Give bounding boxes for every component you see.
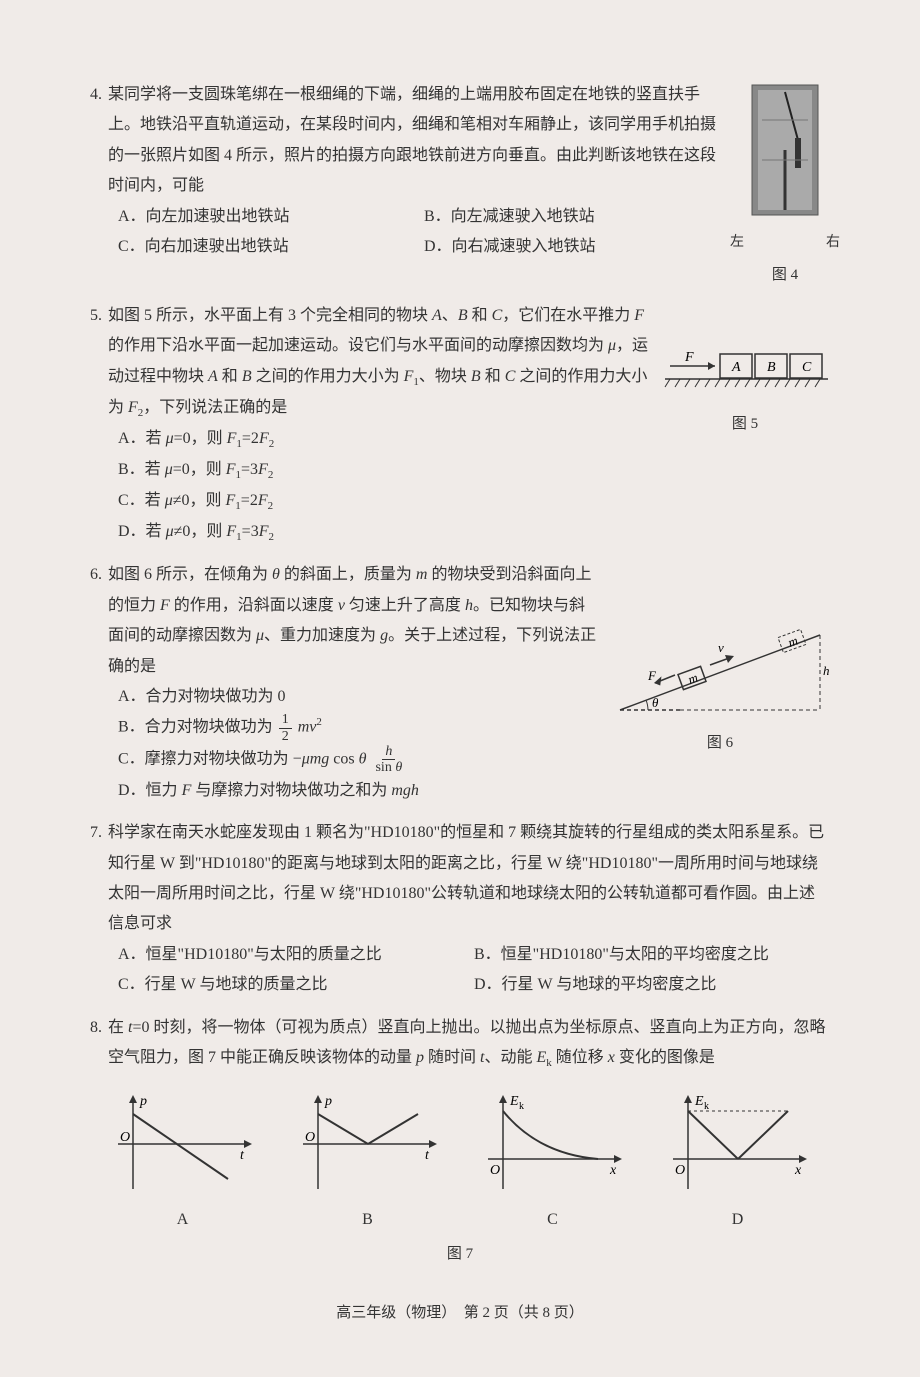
svg-text:p: p [139,1094,147,1109]
svg-text:t: t [425,1148,430,1163]
q6-num: 6. [90,560,102,590]
q5-text: 如图 5 所示，水平面上有 3 个完全相同的物块 A、B 和 C，它们在水平推力… [108,301,650,424]
question-8: 8. 在 t=0 时刻，将一物体（可视为质点）竖直向上抛出。以抛出点为坐标原点、… [90,1013,830,1269]
svg-text:θ: θ [652,695,659,710]
question-5: F A B C 图 5 5. 如图 5 所示，水平面上有 3 个完全相同的物 [90,301,830,548]
q7-opt-b: B．恒星"HD10180"与太阳的平均密度之比 [474,940,810,970]
question-6: θ m m F v h 图 6 6. 如图 6 所示，在倾角为 θ 的斜面上，质… [90,560,830,806]
svg-text:E: E [694,1094,704,1109]
figure-5-svg: F A B C [660,351,830,406]
graph-a: p t O A [108,1089,258,1235]
page-footer: 高三年级（物理） 第 2 页（共 8 页） [90,1299,830,1328]
question-4: 左 右 图 4 4. 某同学将一支圆珠笔绑在一根细绳的下端，细绳的上端用胶布固定… [90,80,830,289]
svg-text:C: C [802,360,812,375]
figure-7-graphs: p t O A p t O B [90,1089,830,1235]
svg-text:F: F [647,668,657,683]
q5-opt-c: C．若 μ≠0，则 F1=2F2 [118,486,830,517]
svg-text:p: p [324,1094,332,1109]
svg-text:A: A [731,360,741,375]
figure-6: θ m m F v h 图 6 [610,615,830,758]
q7-text: 科学家在南天水蛇座发现由 1 颗名为"HD10180"的恒星和 7 颗绕其旋转的… [108,818,830,940]
figure-5: F A B C 图 5 [660,351,830,439]
svg-text:k: k [519,1101,524,1112]
graph-d: E k x O D [663,1089,813,1235]
q8-num: 8. [90,1013,102,1043]
q7-opt-a: A．恒星"HD10180"与太阳的质量之比 [118,940,454,970]
question-7: 7. 科学家在南天水蛇座发现由 1 颗名为"HD10180"的恒星和 7 颗绕其… [90,818,830,1000]
q7-opt-d: D．行星 W 与地球的平均密度之比 [474,970,810,1000]
q4-text: 某同学将一支圆珠笔绑在一根细绳的下端，细绳的上端用胶布固定在地铁的竖直扶手上。地… [108,80,730,202]
svg-text:x: x [609,1163,617,1178]
q7-opt-c: C．行星 W 与地球的质量之比 [118,970,454,1000]
q7-num: 7. [90,818,102,848]
graph-c: E k x O C [478,1089,628,1235]
svg-text:O: O [490,1163,500,1178]
graph-d-label: D [663,1205,813,1235]
fig7-caption: 图 7 [90,1240,830,1269]
q4-opt-a: A．向左加速驶出地铁站 [118,202,404,232]
svg-text:O: O [305,1130,315,1145]
q6-opt-d: D．恒力 F 与摩擦力对物块做功之和为 mgh [118,776,830,806]
fig4-caption: 图 4 [740,261,830,290]
fig4-right: 右 [826,230,840,257]
q4-num: 4. [90,80,102,110]
graph-a-label: A [108,1205,258,1235]
svg-text:v: v [718,640,724,655]
q4-opt-d: D．向右减速驶入地铁站 [424,232,710,262]
q4-opt-b: B．向左减速驶入地铁站 [424,202,710,232]
figure-6-svg: θ m m F v h [610,615,830,725]
q8-text: 在 t=0 时刻，将一物体（可视为质点）竖直向上抛出。以抛出点为坐标原点、竖直向… [108,1013,830,1074]
svg-text:B: B [767,360,776,375]
graph-b-label: B [293,1205,443,1235]
svg-text:E: E [509,1094,519,1109]
svg-text:k: k [704,1101,709,1112]
q4-opt-c: C．向右加速驶出地铁站 [118,232,404,262]
q6-text: 如图 6 所示，在倾角为 θ 的斜面上，质量为 m 的物块受到沿斜面向上的恒力 … [108,560,600,682]
fig4-left: 左 [730,230,744,257]
figure-4-svg [740,80,830,230]
figure-4: 左 右 图 4 [740,80,830,289]
fig6-caption: 图 6 [610,729,830,758]
svg-text:t: t [240,1148,245,1163]
svg-text:h: h [823,663,830,678]
svg-text:O: O [120,1130,130,1145]
fig5-caption: 图 5 [660,410,830,439]
q5-opt-d: D．若 μ≠0，则 F1=3F2 [118,517,830,548]
graph-b: p t O B [293,1089,443,1235]
svg-text:F: F [684,351,694,365]
q5-num: 5. [90,301,102,331]
svg-text:x: x [794,1163,802,1178]
svg-text:O: O [675,1163,685,1178]
q5-opt-b: B．若 μ=0，则 F1=3F2 [118,455,830,486]
graph-c-label: C [478,1205,628,1235]
